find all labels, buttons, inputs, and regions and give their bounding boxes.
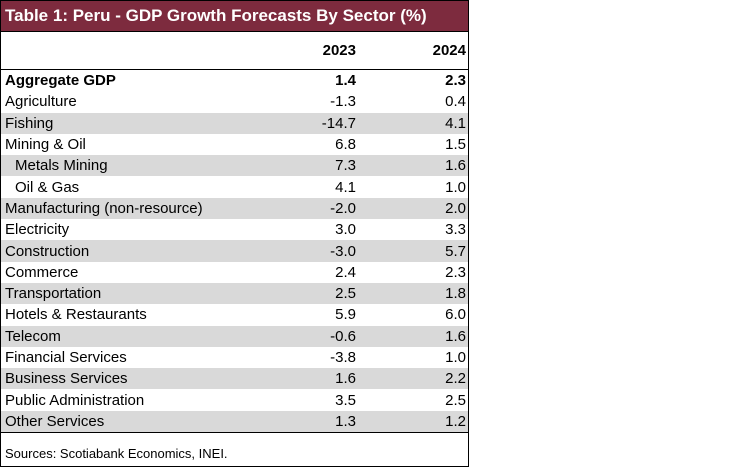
table-row: Commerce 2.4 2.3 [1, 262, 468, 283]
value-cell: 1.5 [445, 136, 466, 154]
value-cell: 1.6 [359, 155, 468, 177]
value-cell: -14.7 [261, 112, 359, 134]
value-cell: -2.0 [261, 197, 359, 220]
value-cell: 2.2 [359, 368, 468, 390]
label-cell: Commerce [5, 263, 79, 281]
table-row: Agriculture -1.3 0.4 [1, 91, 468, 112]
label-cell: Transportation [1, 282, 261, 305]
label-cell: Hotels & Restaurants [5, 306, 147, 324]
table-row: Electricity 3.0 3.3 [1, 219, 468, 240]
label-cell: Electricity [5, 221, 70, 239]
table-row: Fishing -14.7 4.1 [1, 112, 468, 134]
label-cell: Public Administration [5, 391, 145, 409]
value-cell: 6.0 [445, 306, 466, 324]
table-row: Financial Services -3.8 1.0 [1, 347, 468, 368]
value-cell: 2.3 [445, 72, 466, 90]
table-row: Public Administration 3.5 2.5 [1, 389, 468, 410]
table-row: Telecom -0.6 1.6 [1, 325, 468, 347]
source-note: Sources: Scotiabank Economics, INEI. [5, 446, 228, 461]
table-row: Hotels & Restaurants 5.9 6.0 [1, 304, 468, 325]
value-cell: -0.6 [261, 325, 359, 347]
value-cell: -3.8 [330, 349, 356, 366]
table-row: Transportation 2.5 1.8 [1, 282, 468, 305]
value-cell: 1.8 [359, 282, 468, 305]
label-cell: Other Services [1, 410, 261, 434]
label-cell: Oil & Gas [15, 178, 80, 196]
header-row: 2023 2024 [1, 32, 468, 70]
value-cell: -3.0 [261, 240, 359, 262]
label-cell: Mining & Oil [5, 136, 86, 154]
table-row: Construction -3.0 5.7 [1, 240, 468, 262]
label-cell: Metals Mining [1, 155, 261, 177]
value-cell: 2.5 [445, 391, 466, 409]
table-row: Mining & Oil 6.8 1.5 [1, 134, 468, 155]
value-cell: 1.0 [445, 178, 466, 196]
value-cell: 3.5 [335, 391, 356, 409]
value-cell: 5.7 [359, 240, 468, 262]
value-cell: 2.0 [359, 197, 468, 220]
label-cell: Construction [1, 240, 261, 262]
label-cell: Aggregate GDP [5, 72, 116, 90]
header-cell: 2024 [359, 32, 468, 70]
value-cell: 3.0 [335, 221, 356, 239]
label-cell: Fishing [1, 112, 261, 134]
table-title: Table 1: Peru - GDP Growth Forecasts By … [1, 1, 468, 32]
value-cell: 1.4 [335, 72, 356, 90]
value-cell: 1.2 [359, 410, 468, 434]
value-cell: 1.3 [261, 410, 359, 434]
label-cell: Telecom [1, 325, 261, 347]
table: 2023 2024 Aggregate GDP 1.4 2.3 Agriculture -… [1, 32, 468, 434]
table-row: Aggregate GDP 1.4 2.3 [1, 70, 468, 92]
header-cell: 2023 [261, 32, 359, 70]
table-row: Metals Mining 7.3 1.6 [1, 155, 468, 177]
value-cell: -1.3 [330, 93, 356, 111]
label-cell: Agriculture [5, 93, 77, 111]
value-cell: 7.3 [261, 155, 359, 177]
value-cell: 0.4 [445, 93, 466, 111]
table-row: Oil & Gas 4.1 1.0 [1, 176, 468, 197]
table-row: Manufacturing (non-resource) -2.0 2.0 [1, 197, 468, 220]
label-cell: Business Services [1, 368, 261, 390]
value-cell: 3.3 [445, 221, 466, 239]
value-cell: 2.4 [335, 263, 356, 281]
value-cell: 1.0 [445, 349, 466, 366]
table-row: Business Services 1.6 2.2 [1, 368, 468, 390]
label-cell: Manufacturing (non-resource) [1, 197, 261, 220]
value-cell: 1.6 [261, 368, 359, 390]
table-row: Other Services 1.3 1.2 [1, 410, 468, 434]
value-cell: 5.9 [335, 306, 356, 324]
table-frame: Table 1: Peru - GDP Growth Forecasts By … [0, 0, 469, 467]
value-cell: 6.8 [335, 136, 356, 154]
value-cell: 2.5 [261, 282, 359, 305]
value-cell: 4.1 [335, 178, 356, 196]
label-cell: Financial Services [5, 349, 127, 366]
value-cell: 4.1 [359, 112, 468, 134]
value-cell: 1.6 [359, 325, 468, 347]
value-cell: 2.3 [445, 263, 466, 281]
